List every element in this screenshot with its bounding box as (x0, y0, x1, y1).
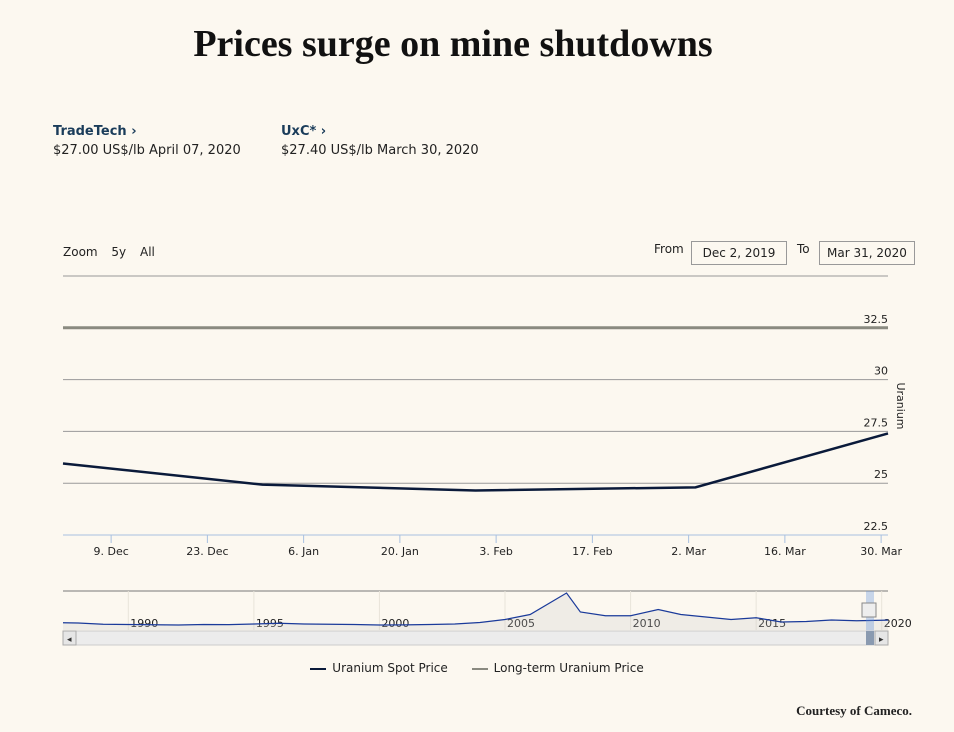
tradetech-price: $27.00 US$/lb April 07, 2020 (53, 143, 241, 158)
x-tick-label: 9. Dec (93, 545, 128, 558)
uxc-link[interactable]: UxC* › (281, 124, 327, 139)
navigator-area (63, 593, 888, 630)
series-line-spot (62, 432, 889, 492)
x-tick-label: 2. Mar (671, 545, 706, 558)
y-tick-label: 32.5 (864, 313, 889, 326)
navigator-handle[interactable] (861, 602, 877, 618)
uxc-price: $27.40 US$/lb March 30, 2020 (281, 143, 479, 158)
x-tick-label: 6. Jan (288, 545, 319, 558)
uxc-source: UxC* › $27.40 US$/lb March 30, 2020 (281, 122, 479, 160)
from-date-input[interactable]: Dec 2, 2019 (691, 241, 787, 265)
y-tick-label: 25 (874, 468, 888, 481)
zoom-selector: Zoom 5y All (63, 245, 165, 259)
legend-label-longterm: Long-term Uranium Price (493, 661, 644, 675)
scroll-right-arrow-icon: ▸ (879, 635, 884, 645)
scroll-left-button[interactable] (62, 630, 77, 646)
scroll-right-button[interactable] (874, 630, 889, 646)
navigator-x-label: 2000 (381, 617, 409, 630)
navigator-x-label: 2010 (633, 617, 661, 630)
from-label: From (654, 242, 684, 256)
x-tick-label: 20. Jan (381, 545, 419, 558)
navigator-x-label: 2005 (507, 617, 535, 630)
x-tick-label: 23. Dec (186, 545, 228, 558)
y-tick-label: 30 (874, 365, 888, 378)
zoom-5y-button[interactable]: 5y (111, 245, 127, 259)
scrollbar-thumb[interactable] (866, 631, 874, 645)
y-axis-label: Uranium (894, 382, 907, 429)
x-tick-label: 3. Feb (479, 545, 512, 558)
legend-item-spot[interactable]: Uranium Spot Price (310, 661, 448, 675)
tradetech-link[interactable]: TradeTech › (53, 124, 137, 139)
zoom-all-button[interactable]: All (140, 245, 155, 259)
x-tick-label: 16. Mar (764, 545, 806, 558)
scrollbar-track[interactable] (62, 630, 889, 646)
navigator-x-label: 2020 (884, 617, 912, 630)
legend-swatch-spot (310, 667, 327, 670)
legend: Uranium Spot Price Long-term Uranium Pri… (0, 661, 954, 675)
navigator-selection (866, 591, 874, 645)
legend-swatch-longterm (471, 667, 488, 670)
y-tick-label: 22.5 (864, 520, 889, 533)
legend-label-spot: Uranium Spot Price (332, 661, 448, 675)
page-title: Prices surge on mine shutdowns (193, 23, 713, 65)
to-label: To (797, 242, 810, 256)
legend-item-longterm[interactable]: Long-term Uranium Price (471, 661, 644, 675)
navigator-x-label: 1990 (130, 617, 158, 630)
y-tick-label: 27.5 (864, 416, 889, 429)
navigator-line (62, 592, 889, 626)
scroll-left-arrow-icon: ◂ (67, 635, 72, 645)
x-tick-label: 17. Feb (572, 545, 612, 558)
navigator-x-label: 2015 (758, 617, 786, 630)
tradetech-source: TradeTech › $27.00 US$/lb April 07, 2020 (53, 122, 241, 160)
courtesy-credit: Courtesy of Cameco. (796, 703, 912, 718)
zoom-label: Zoom (63, 245, 98, 259)
to-date-input[interactable]: Mar 31, 2020 (819, 241, 915, 265)
x-tick-label: 30. Mar (860, 545, 902, 558)
